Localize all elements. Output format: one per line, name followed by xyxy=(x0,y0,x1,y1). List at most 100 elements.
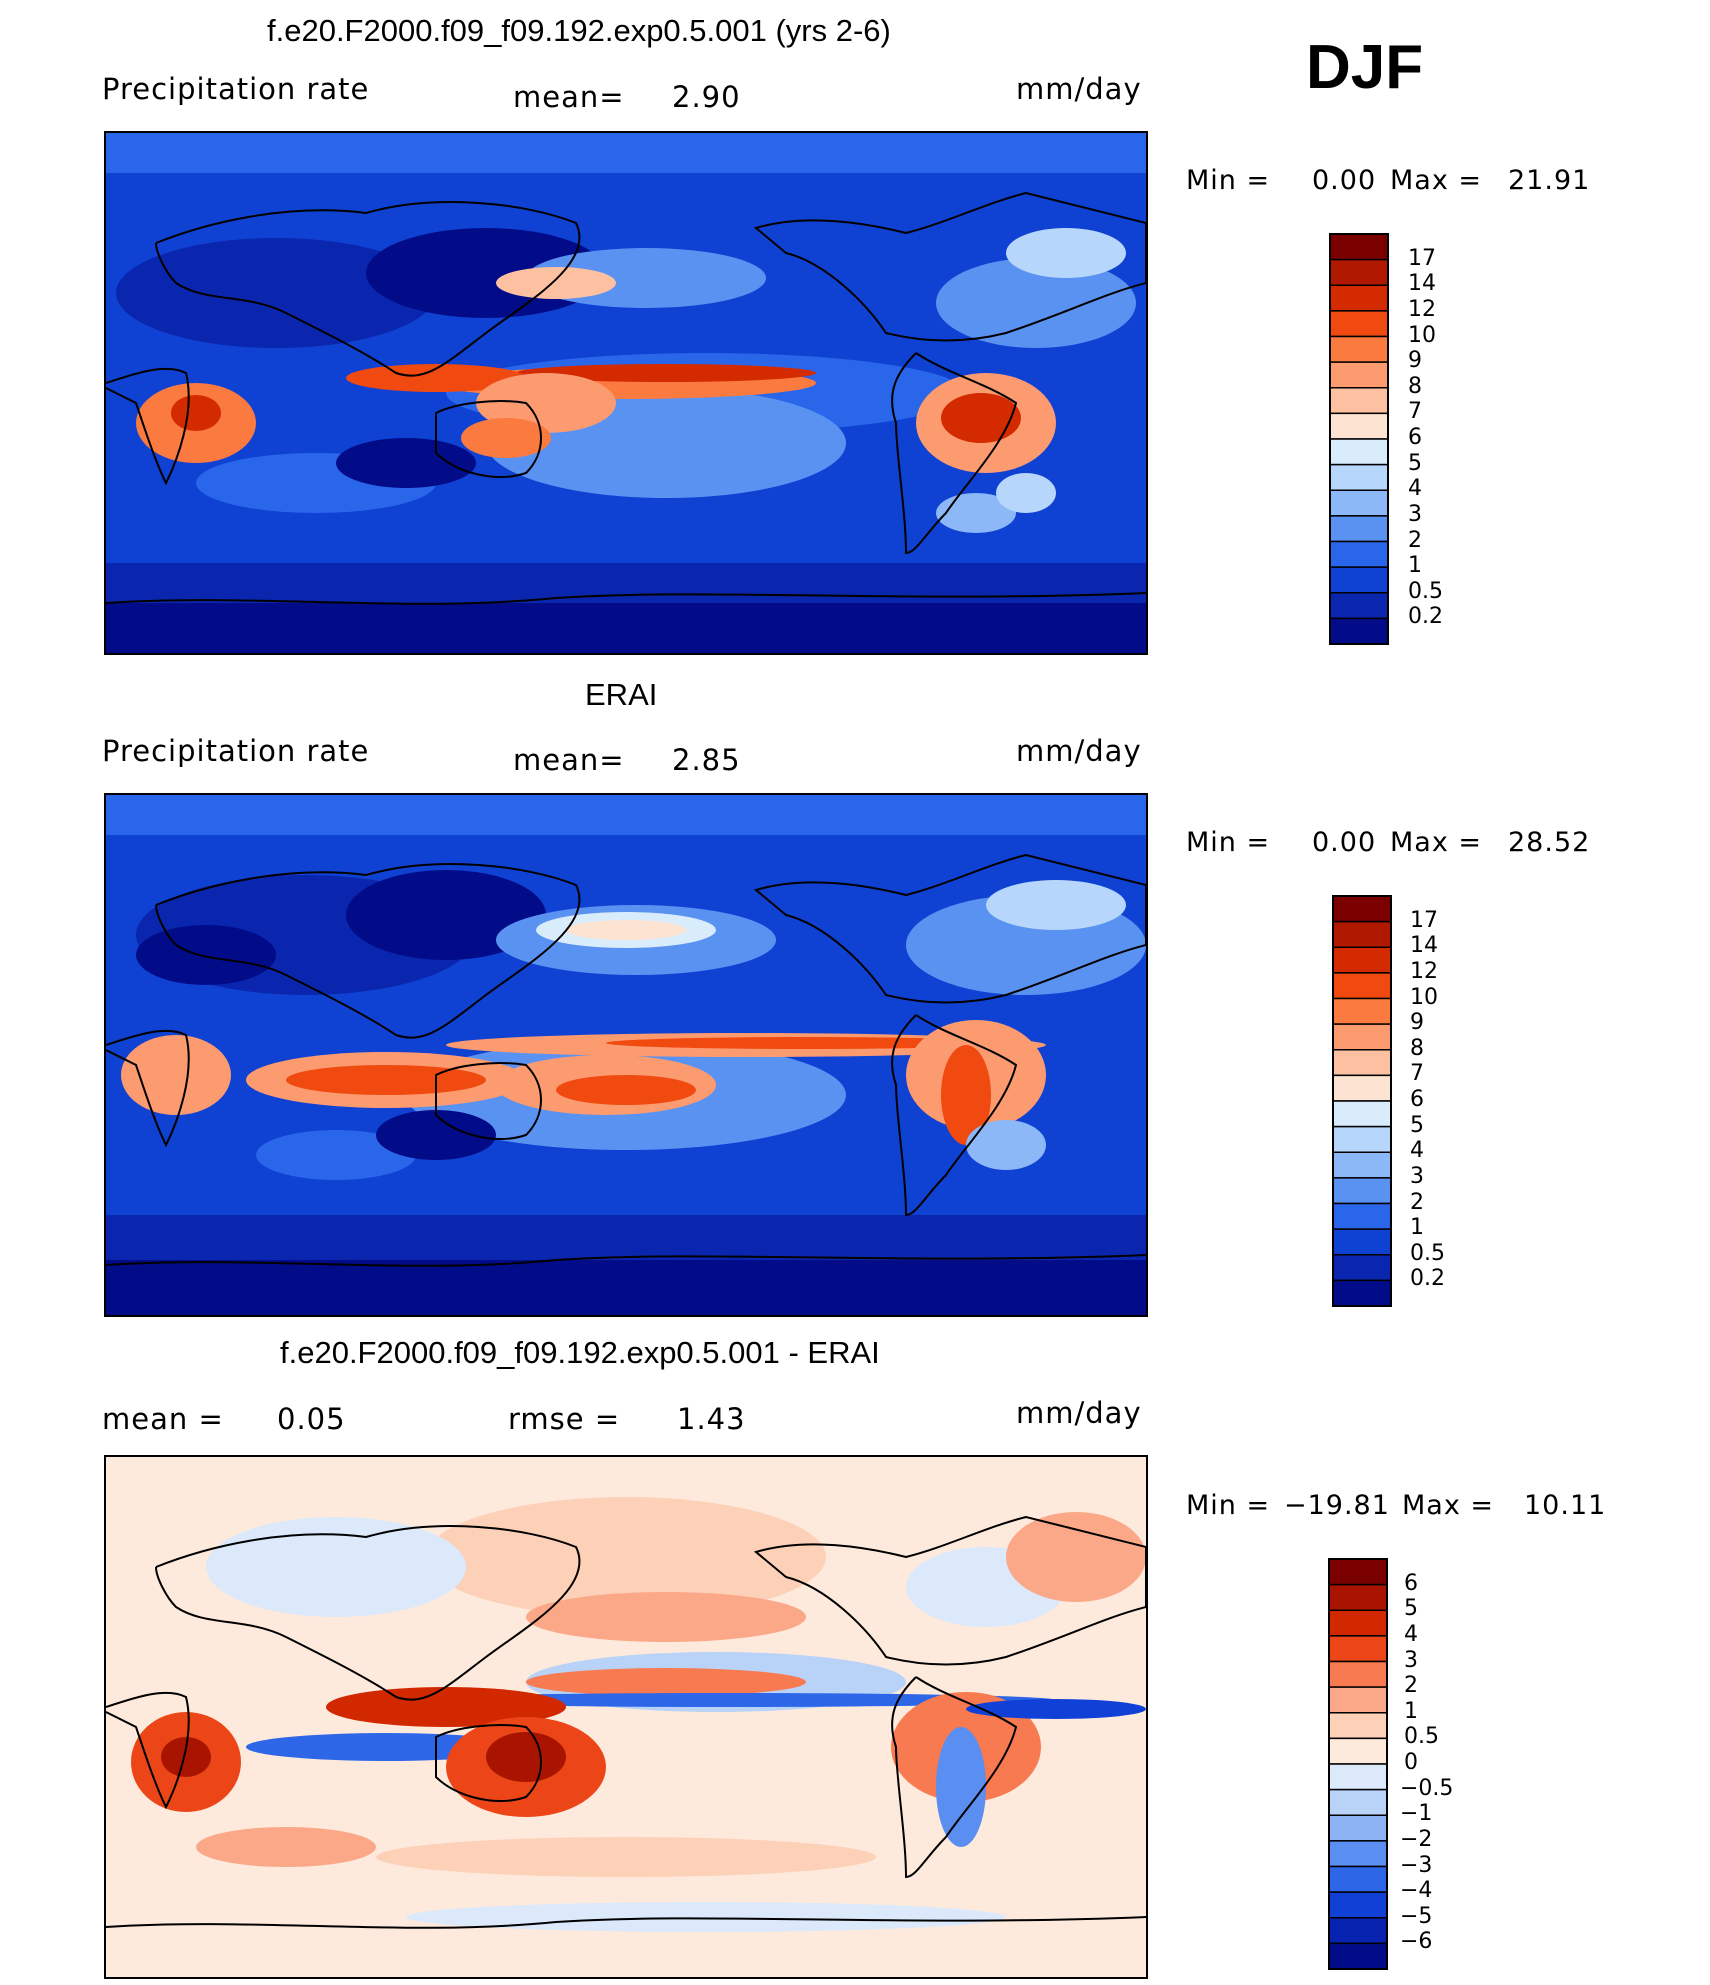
mean-value: 0.05 xyxy=(277,1402,346,1436)
variable-label: Precipitation rate xyxy=(102,72,370,106)
colorbar-border xyxy=(1329,233,1389,645)
colorbar-tick-label: −2 xyxy=(1400,1826,1433,1852)
units-label: mm/day xyxy=(1016,734,1142,768)
colorbar-tick-label: 0 xyxy=(1404,1750,1418,1775)
mean-value: 2.85 xyxy=(672,743,741,777)
colorbar xyxy=(1332,895,1392,1307)
colorbar-tick-label: 1 xyxy=(1410,1215,1424,1241)
colorbar-swatch xyxy=(1332,1151,1392,1179)
colorbar-tick-label: 0.5 xyxy=(1410,1240,1445,1266)
colorbar-swatch xyxy=(1332,1074,1392,1102)
colorbar-tick-label: 4 xyxy=(1410,1138,1424,1164)
colorbar-swatch xyxy=(1328,1942,1388,1970)
colorbar-tick-label: 0.2 xyxy=(1408,604,1443,630)
colorbar-swatch xyxy=(1332,972,1392,1000)
units-label: mm/day xyxy=(1016,1396,1142,1430)
colorbar-swatch xyxy=(1328,1609,1388,1637)
max-label: Max = xyxy=(1390,165,1483,196)
mean-value: 2.90 xyxy=(672,80,741,114)
colorbar-tick-label: −6 xyxy=(1400,1929,1433,1955)
colorbar-swatch xyxy=(1329,310,1389,338)
panel-title: ERAI xyxy=(585,677,658,712)
colorbar-swatch xyxy=(1328,1737,1388,1765)
min-label: Min = xyxy=(1186,165,1271,196)
colorbar-swatch xyxy=(1328,1763,1388,1791)
colorbar-swatch xyxy=(1328,1917,1388,1945)
colorbar-tick-label: 7 xyxy=(1408,399,1422,425)
colorbar-tick-label: 2 xyxy=(1404,1673,1418,1699)
colorbar-swatch xyxy=(1328,1583,1388,1611)
colorbar-swatch xyxy=(1329,463,1389,491)
colorbar-tick-label: 1 xyxy=(1408,553,1422,579)
colorbar-swatch xyxy=(1329,284,1389,312)
colorbar-border xyxy=(1328,1558,1388,1970)
colorbar-tick-label: 7 xyxy=(1410,1061,1424,1087)
difference-map xyxy=(104,1455,1148,1979)
colorbar-swatch xyxy=(1329,412,1389,440)
colorbar-tick-label: 2 xyxy=(1408,527,1422,553)
colorbar-swatch xyxy=(1332,920,1392,948)
colorbar-tick-label: 1 xyxy=(1404,1698,1418,1724)
colorbar-tick-label: 9 xyxy=(1408,348,1422,374)
colorbar-swatch xyxy=(1329,335,1389,363)
colorbar-labels: 6 5 4 3 2 1 0.5 0 −0.5 −1 −2 −3 −4 −5 −6 xyxy=(1400,1557,1524,1971)
min-label: Min = xyxy=(1186,1490,1271,1521)
max-label: Max = xyxy=(1390,827,1483,858)
colorbar-tick-label: 0.5 xyxy=(1408,578,1443,604)
colorbar-swatch xyxy=(1328,1558,1388,1586)
colorbar-tick-label: 6 xyxy=(1410,1087,1424,1112)
panel-title: f.e20.F2000.f09_f09.192.exp0.5.001 - ERA… xyxy=(280,1335,880,1370)
max-label: Max = xyxy=(1402,1490,1495,1521)
colorbar-tick-label: 10 xyxy=(1410,984,1438,1010)
units-label: mm/day xyxy=(1016,72,1142,106)
colorbar-tick-label: 9 xyxy=(1410,1010,1424,1036)
colorbar xyxy=(1329,233,1389,645)
colorbar-tick-label: 4 xyxy=(1404,1621,1418,1647)
colorbar-swatch xyxy=(1332,1049,1392,1077)
colorbar-tick-label: 17 xyxy=(1410,907,1438,933)
colorbar-swatch xyxy=(1329,387,1389,415)
colorbar-tick-label: −4 xyxy=(1400,1878,1433,1904)
max-value: 21.91 xyxy=(1508,165,1591,196)
mean-label: mean= xyxy=(513,743,625,777)
colorbar-tick-label: 0.2 xyxy=(1410,1266,1445,1292)
max-value: 10.11 xyxy=(1524,1490,1607,1521)
colorbar-swatch xyxy=(1328,1840,1388,1868)
precip-map xyxy=(104,793,1148,1317)
colorbar-swatch xyxy=(1332,1228,1392,1256)
min-value: −19.81 xyxy=(1284,1490,1390,1521)
colorbar-tick-label: 8 xyxy=(1408,373,1422,399)
colorbar-swatch xyxy=(1328,1814,1388,1842)
colorbar-swatch xyxy=(1329,515,1389,543)
colorbar-swatch xyxy=(1329,617,1389,645)
colorbar-swatch xyxy=(1332,1125,1392,1153)
rmse-value: 1.43 xyxy=(677,1402,746,1436)
colorbar-tick-label: −3 xyxy=(1400,1852,1433,1878)
colorbar-swatch xyxy=(1329,540,1389,568)
panel-title: f.e20.F2000.f09_f09.192.exp0.5.001 (yrs … xyxy=(267,13,891,48)
colorbar-swatch xyxy=(1329,258,1389,286)
colorbar-border xyxy=(1332,895,1392,1307)
mean-label: mean = xyxy=(102,1402,224,1436)
colorbar-swatch xyxy=(1329,566,1389,594)
colorbar-labels: 17 14 12 10 9 8 7 6 5 4 3 2 1 0.5 0.2 xyxy=(1410,894,1530,1308)
colorbar-swatch xyxy=(1328,1686,1388,1714)
colorbar-tick-label: 3 xyxy=(1404,1647,1418,1673)
colorbar-swatch xyxy=(1329,592,1389,620)
colorbar-tick-label: 17 xyxy=(1408,245,1436,271)
colorbar-tick-label: −1 xyxy=(1400,1801,1433,1827)
min-label: Min = xyxy=(1186,827,1271,858)
colorbar-tick-label: 6 xyxy=(1408,425,1422,450)
colorbar-labels: 17 14 12 10 9 8 7 6 5 4 3 2 1 0.5 0.2 xyxy=(1408,232,1528,646)
colorbar-swatch xyxy=(1328,1891,1388,1919)
colorbar-tick-label: 2 xyxy=(1410,1189,1424,1215)
min-value: 0.00 xyxy=(1312,827,1377,858)
colorbar xyxy=(1328,1558,1388,1970)
colorbar-tick-label: 12 xyxy=(1410,958,1438,984)
colorbar-swatch xyxy=(1329,438,1389,466)
colorbar-swatch xyxy=(1328,1712,1388,1740)
colorbar-swatch xyxy=(1332,946,1392,974)
max-value: 28.52 xyxy=(1508,827,1591,858)
colorbar-swatch xyxy=(1329,233,1389,261)
colorbar-tick-label: 5 xyxy=(1410,1112,1424,1138)
